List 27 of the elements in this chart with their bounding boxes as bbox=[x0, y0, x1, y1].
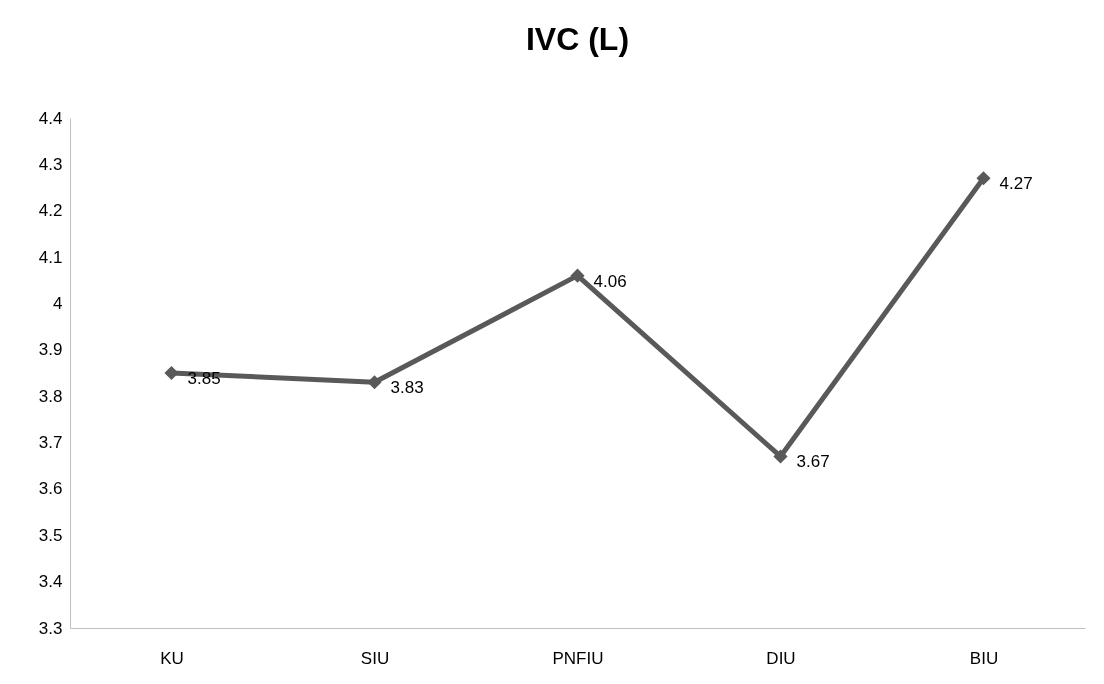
y-tick-label: 3.7 bbox=[38, 433, 63, 453]
point bbox=[773, 449, 788, 464]
x-tick-label: DIU bbox=[766, 648, 796, 668]
data-label: 3.83 bbox=[390, 378, 424, 398]
data-label: 3.67 bbox=[796, 452, 830, 472]
x-tick-label: SIU bbox=[360, 648, 390, 668]
point bbox=[976, 171, 991, 186]
y-tick-label: 4.2 bbox=[38, 201, 63, 221]
x-tick-label: BIU bbox=[969, 648, 999, 668]
x-tick-label: KU bbox=[160, 648, 184, 668]
y-tick-label: 3.4 bbox=[38, 572, 63, 592]
data-label: 4.06 bbox=[593, 271, 627, 291]
point bbox=[164, 365, 179, 381]
y-tick-label: 4.4 bbox=[38, 108, 63, 128]
chart-title: IVC (L) bbox=[525, 21, 630, 57]
y-tick-label: 3.9 bbox=[38, 340, 63, 360]
y-tick-label: 4 bbox=[53, 293, 63, 313]
point bbox=[570, 268, 585, 283]
y-tick-label: 4.3 bbox=[38, 154, 63, 174]
point bbox=[367, 375, 382, 390]
y-tick-label: 3.3 bbox=[38, 618, 63, 638]
x-tick-label: PNFIU bbox=[552, 648, 604, 668]
data-label: 4.27 bbox=[999, 174, 1033, 194]
y-tick-label: 3.6 bbox=[38, 479, 63, 499]
y-tick-label: 4.1 bbox=[38, 247, 63, 267]
y-tick-label: 3.5 bbox=[38, 525, 63, 545]
y-tick-label: 3.8 bbox=[38, 386, 63, 406]
